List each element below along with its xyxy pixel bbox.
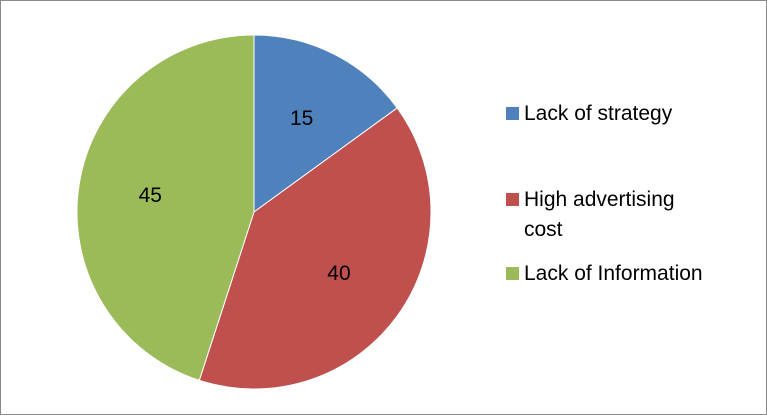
pie-slice-high-advertising-cost <box>198 107 432 390</box>
legend-label-high-advertising-cost: High advertising cost <box>524 188 675 241</box>
legend-item-lack-of-information: Lack of Information <box>506 259 744 289</box>
data-label-lack-of-information: 45 <box>139 184 162 207</box>
data-label-lack-of-strategy: 15 <box>290 107 313 130</box>
pie-slice-lack-of-strategy <box>253 34 398 213</box>
pie-slice-lack-of-information <box>76 34 255 381</box>
data-label-high-advertising-cost: 40 <box>327 262 350 285</box>
legend-label-lack-of-strategy: Lack of strategy <box>524 102 673 125</box>
legend-swatch-lack-of-strategy <box>506 107 519 120</box>
legend-item-high-advertising-cost: High advertising cost <box>506 185 714 245</box>
legend-swatch-lack-of-information <box>506 267 519 280</box>
legend-label-lack-of-information: Lack of Information <box>524 262 703 285</box>
legend-item-lack-of-strategy: Lack of strategy <box>506 99 744 129</box>
legend-swatch-high-advertising-cost <box>506 193 519 206</box>
